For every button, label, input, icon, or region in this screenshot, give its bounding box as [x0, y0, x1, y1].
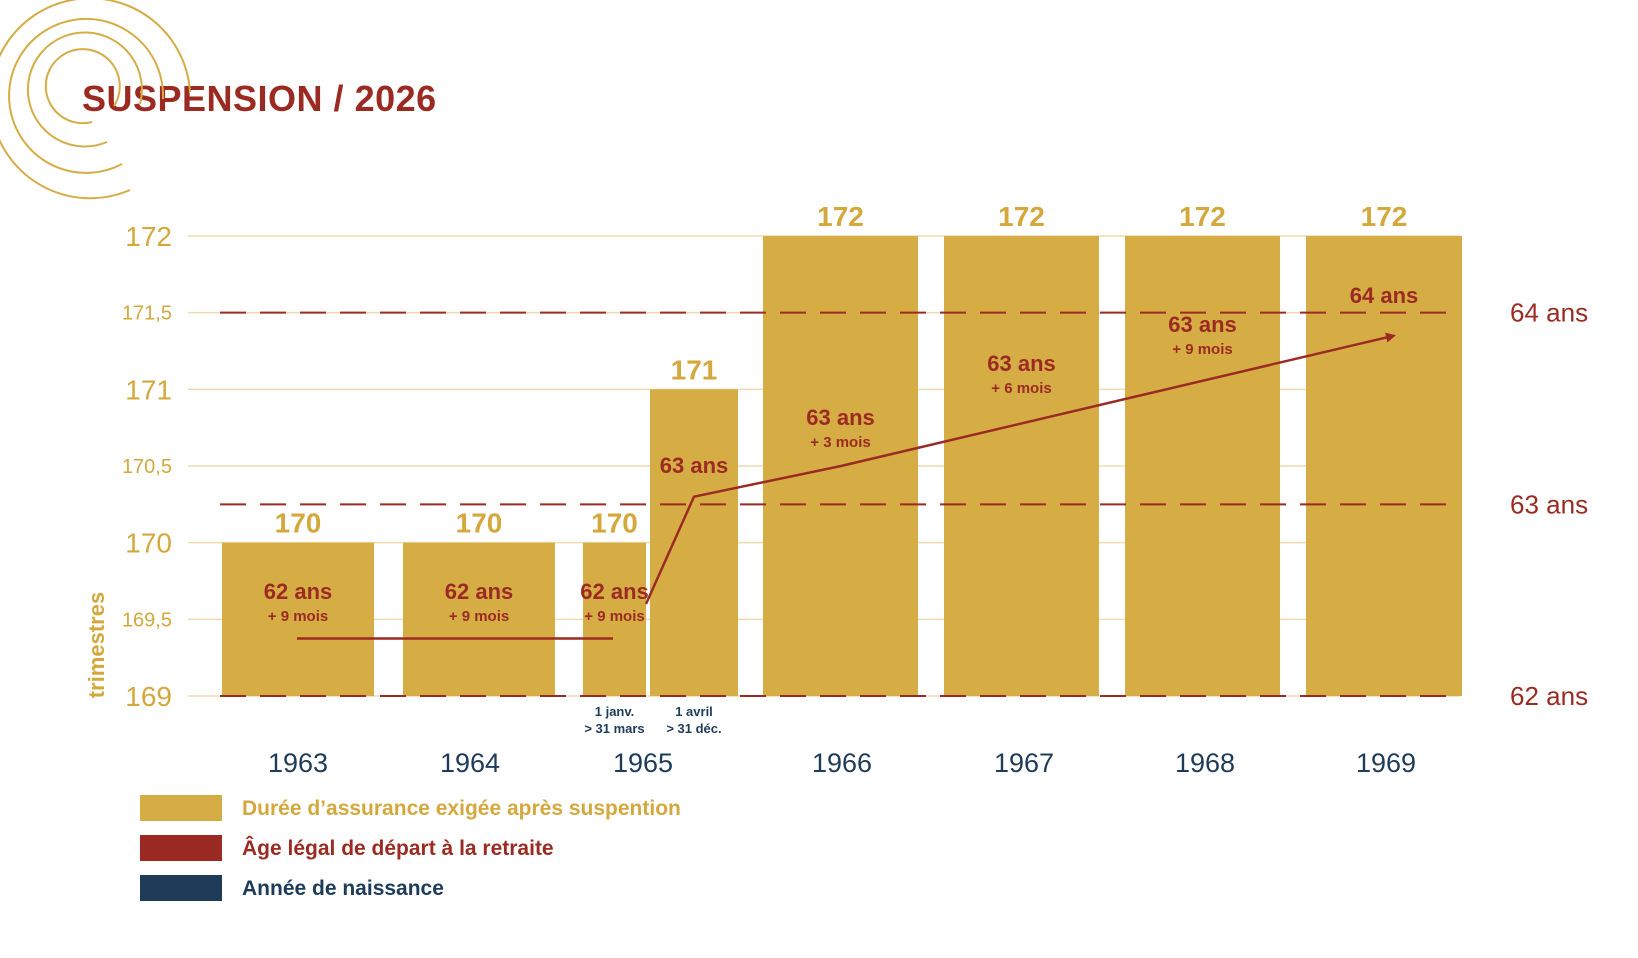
bar-age-label: 63 ans: [806, 405, 875, 430]
year-label: 1963: [268, 748, 328, 778]
bar-value-label: 172: [817, 201, 864, 232]
year-label: 1967: [994, 748, 1054, 778]
year-label: 1965: [613, 748, 673, 778]
bar-value-label: 171: [671, 354, 718, 385]
legend-label: Durée d’assurance exigée après suspentio…: [242, 797, 681, 820]
legal-age-line-arrow: [644, 332, 1396, 605]
bar-age-extra: + 3 mois: [810, 434, 870, 451]
bar: [650, 389, 738, 696]
bar: [583, 542, 646, 696]
y-tick-label: 170,5: [122, 456, 172, 478]
bar-period-label: 1 janv.: [595, 704, 635, 719]
y-tick-label: 171: [125, 374, 172, 405]
bar-age-label: 62 ans: [445, 579, 514, 604]
legend-swatch: [140, 835, 222, 861]
y-axis-label: trimestres: [84, 592, 109, 698]
y-tick-label: 172: [125, 221, 172, 252]
year-label: 1968: [1175, 748, 1235, 778]
bar-age-label: 64 ans: [1350, 283, 1419, 308]
bar-age-extra: + 9 mois: [1172, 341, 1232, 358]
y-tick-label: 171,5: [122, 303, 172, 325]
bar-period-label: > 31 mars: [584, 721, 644, 736]
legend-label: Année de naissance: [242, 877, 444, 900]
bar: [403, 542, 555, 696]
bar-period-label: 1 avril: [675, 704, 713, 719]
bar-value-label: 170: [591, 508, 638, 539]
logo-rings-icon: [0, 0, 191, 200]
age-scale-label: 62 ans: [1510, 681, 1588, 711]
bar-age-label: 63 ans: [1168, 312, 1237, 337]
bar-value-label: 172: [1179, 201, 1226, 232]
y-tick-label: 169,5: [122, 609, 172, 631]
bar-age-extra: + 9 mois: [584, 608, 644, 625]
bar-age-label: 62 ans: [264, 579, 333, 604]
bar: [222, 542, 374, 696]
year-label: 1966: [812, 748, 872, 778]
y-tick-label: 169: [125, 681, 172, 712]
bar: [1125, 236, 1280, 696]
bar-age-extra: + 9 mois: [449, 608, 509, 625]
age-scale-label: 63 ans: [1510, 489, 1588, 519]
age-scale-label: 64 ans: [1510, 298, 1588, 328]
bar-value-label: 170: [275, 508, 322, 539]
bar-age-label: 63 ans: [987, 351, 1056, 376]
legend-swatch: [140, 795, 222, 821]
year-label: 1969: [1356, 748, 1416, 778]
bar-value-label: 172: [1361, 201, 1408, 232]
bar-age-extra: + 9 mois: [268, 608, 328, 625]
bar-value-label: 170: [456, 508, 503, 539]
bar-age-label: 62 ans: [580, 579, 649, 604]
bar-period-label: > 31 déc.: [666, 721, 721, 736]
legend-swatch: [140, 875, 222, 901]
legend-label: Âge légal de départ à la retraite: [242, 837, 554, 860]
year-label: 1964: [440, 748, 500, 778]
bar-value-label: 172: [998, 201, 1045, 232]
bar-age-label: 63 ans: [660, 453, 729, 478]
bar-age-extra: + 6 mois: [991, 380, 1051, 397]
y-tick-label: 170: [125, 528, 172, 559]
bar: [944, 236, 1099, 696]
